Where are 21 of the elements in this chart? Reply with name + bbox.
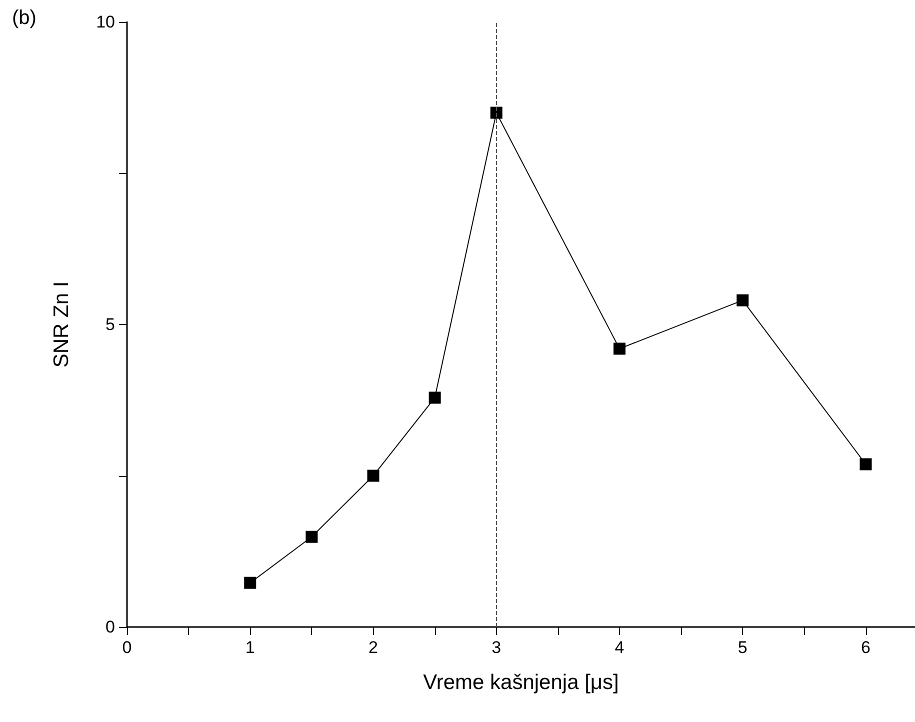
y-tick-label: 0 [106, 618, 115, 636]
y-tick-label: 10 [96, 12, 115, 32]
x-tick-label: 1 [245, 638, 255, 657]
x-axis-title: Vreme kašnjenja [μs] [423, 671, 619, 694]
point [490, 106, 502, 119]
point [306, 530, 318, 543]
point [428, 392, 441, 404]
point [367, 470, 380, 482]
text: (b) [12, 7, 36, 29]
point [736, 294, 749, 306]
y-axis-title: SNR Zn I [50, 281, 73, 368]
x-tick-label: 5 [738, 638, 748, 657]
point [614, 342, 626, 355]
x-tick-label: 3 [492, 638, 502, 657]
x-tick-label: 2 [368, 638, 378, 657]
point [860, 458, 872, 470]
x-tick-label: 0 [122, 638, 132, 657]
x-tick-label: 4 [614, 638, 624, 657]
y-tick-label: 5 [106, 315, 115, 334]
point [244, 576, 256, 589]
x-tick-label: 6 [861, 638, 870, 657]
